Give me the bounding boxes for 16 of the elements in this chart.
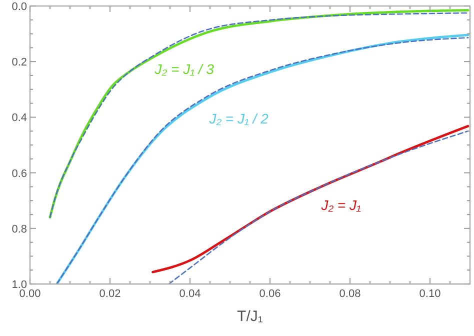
series-label: J₂ = J₁ / 3 [154, 61, 214, 78]
series-label: J₂ = J₁ [320, 196, 362, 213]
y-tick-label: 1.0 [12, 279, 27, 291]
x-tick-label: 0.04 [179, 288, 201, 300]
x-tick-label: 0.00 [19, 288, 41, 300]
x-tick-label: 0.06 [259, 288, 281, 300]
y-tick-label: 0.8 [12, 223, 27, 236]
y-tick-label: 0.6 [12, 168, 27, 180]
series-label: J₂ = J₁ / 2 [208, 110, 269, 126]
x-axis-title: T/J₁ [237, 308, 263, 325]
x-tick-label: 0.10 [419, 288, 441, 300]
y-tick-label: 0.0 [12, 1, 27, 13]
x-tick-label: 0.08 [339, 288, 361, 300]
x-tick-label: 0.02 [99, 288, 121, 300]
y-tick-label: 0.4 [12, 112, 27, 124]
y-tick-label: 0.2 [12, 56, 27, 69]
